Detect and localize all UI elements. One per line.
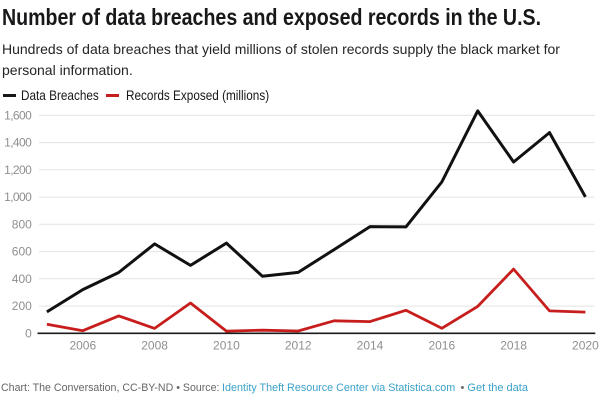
svg-text:1,200: 1,200 <box>4 163 32 177</box>
svg-text:2018: 2018 <box>500 339 527 353</box>
svg-text:2014: 2014 <box>357 339 384 353</box>
svg-text:2020: 2020 <box>572 339 599 353</box>
svg-text:200: 200 <box>12 299 32 313</box>
svg-text:2012: 2012 <box>285 339 312 353</box>
svg-text:1,600: 1,600 <box>4 108 32 122</box>
svg-text:2010: 2010 <box>213 339 240 353</box>
svg-text:2016: 2016 <box>428 339 455 353</box>
svg-text:2008: 2008 <box>141 339 168 353</box>
svg-text:1,000: 1,000 <box>4 190 32 204</box>
svg-text:2006: 2006 <box>69 339 96 353</box>
svg-text:400: 400 <box>12 272 32 286</box>
svg-text:800: 800 <box>12 217 32 231</box>
svg-text:600: 600 <box>12 245 32 259</box>
svg-text:0: 0 <box>25 327 32 341</box>
svg-text:1,400: 1,400 <box>4 136 32 150</box>
